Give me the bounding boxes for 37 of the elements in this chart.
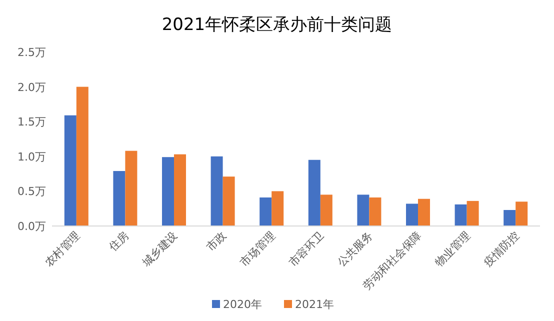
bar: [308, 160, 320, 226]
bar: [76, 86, 88, 226]
bar: [357, 194, 370, 226]
bar: [210, 156, 223, 226]
bar: [504, 210, 516, 226]
y-tick-label: 2.5万: [18, 46, 46, 59]
x-tick-label: 市容环卫: [286, 228, 327, 270]
bar: [418, 198, 430, 226]
bar: [466, 200, 479, 226]
bar: [454, 204, 467, 226]
y-tick-label: 1.5万: [18, 116, 46, 129]
y-tick-label: 0.0万: [18, 220, 46, 233]
y-tick-label: 1.0万: [18, 150, 46, 164]
y-tick-label: 2.0万: [18, 80, 46, 94]
bar: [320, 194, 332, 226]
bar: [162, 157, 174, 226]
bar: [260, 197, 272, 226]
bar: [272, 191, 284, 226]
bar: [174, 154, 186, 226]
bar: [369, 197, 382, 226]
legend-label: 2021年: [295, 298, 334, 311]
bar: [406, 204, 418, 226]
x-tick-label: 疫情防控: [481, 228, 522, 270]
bar: [125, 150, 138, 226]
x-tick-label: 物业管理: [432, 228, 473, 270]
legend-label: 2020年: [223, 298, 262, 311]
bar: [113, 171, 126, 226]
x-tick-label: 公共服务: [335, 228, 376, 270]
x-tick-label: 住房: [106, 228, 132, 254]
x-tick-label: 市政: [204, 228, 229, 254]
x-tick-label: 市场管理: [237, 228, 278, 270]
bar: [222, 176, 235, 226]
chart-title: 2021年怀柔区承办前十类问题: [162, 15, 392, 35]
bar: [64, 115, 76, 226]
y-tick-label: 0.5万: [18, 185, 46, 198]
x-tick-label: 城乡建设: [139, 228, 180, 270]
bar: [516, 202, 528, 226]
